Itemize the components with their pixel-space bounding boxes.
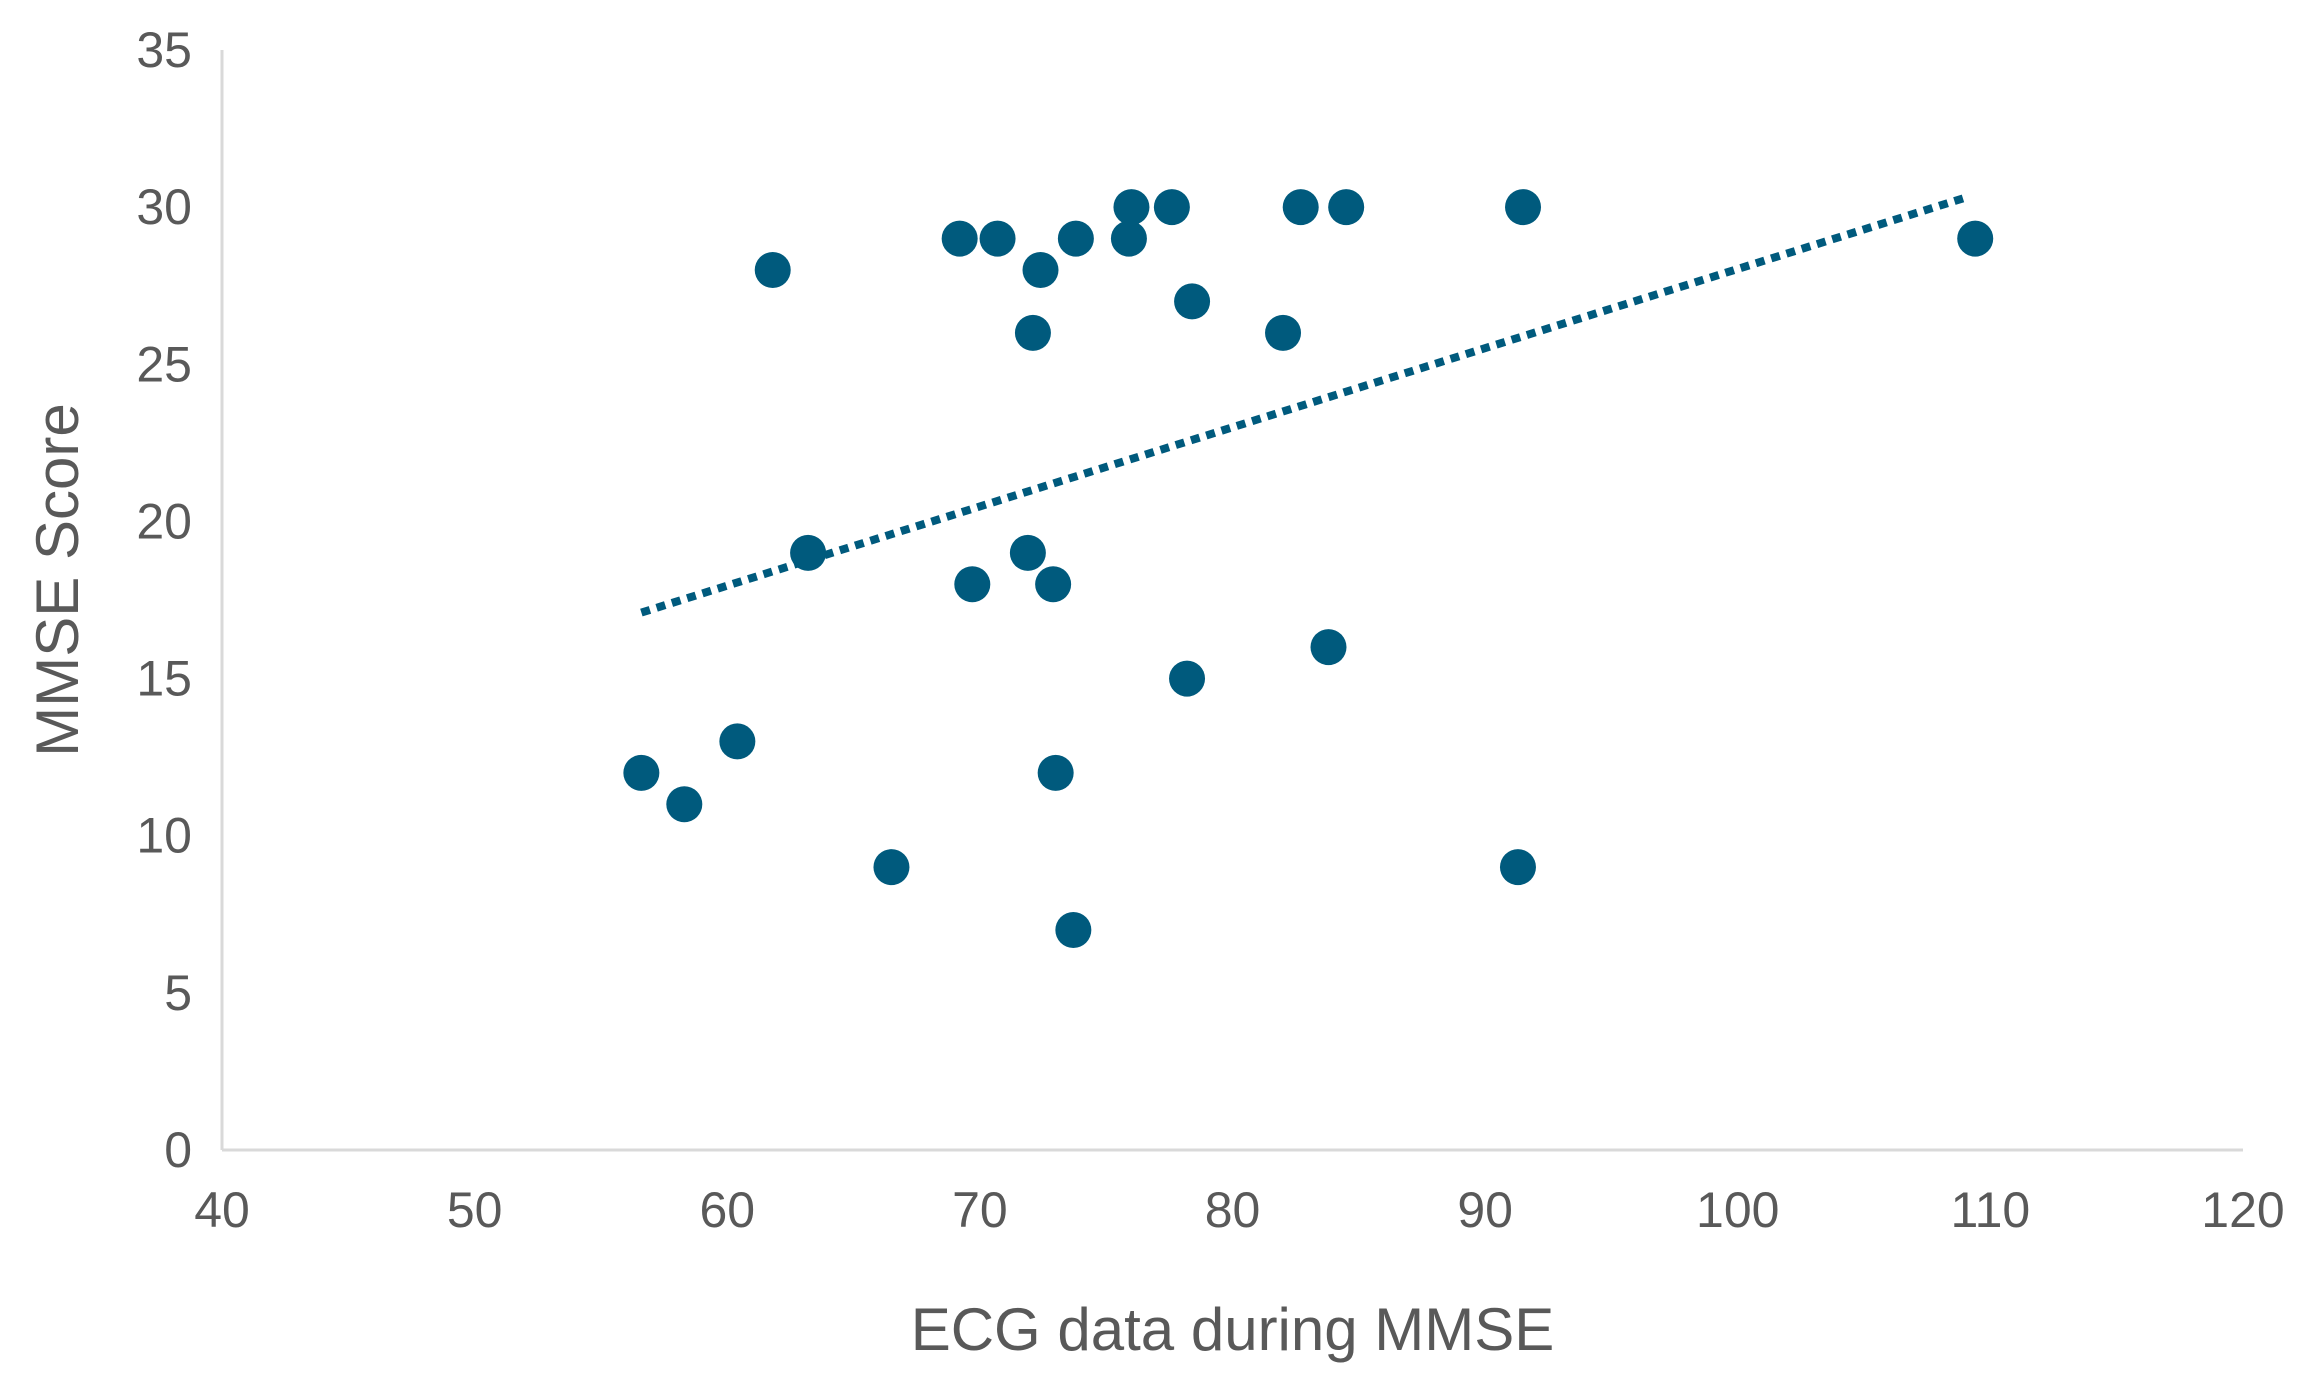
y-axis: 0 5 10 15 20 25 30 35 (136, 22, 224, 1178)
data-point (954, 566, 991, 603)
data-point (873, 849, 910, 886)
y-tick-label: 30 (136, 179, 192, 235)
x-tick-label: 110 (1951, 1182, 2031, 1238)
data-point (1282, 189, 1319, 226)
x-tick-label: 50 (447, 1182, 503, 1238)
data-point (754, 252, 791, 288)
x-axis: 40 50 60 70 80 90 100 110 120 (194, 1148, 2285, 1238)
data-point (1505, 189, 1542, 226)
data-point (979, 220, 1016, 257)
y-tick-label: 35 (136, 22, 192, 78)
x-tick-label: 70 (952, 1182, 1008, 1238)
x-tick-label: 120 (2201, 1182, 2284, 1238)
trendline (640, 193, 1967, 617)
data-point (1499, 849, 1536, 886)
data-point (790, 534, 827, 571)
data-point (1057, 220, 1094, 257)
data-point (1153, 189, 1190, 226)
data-point (1014, 314, 1051, 351)
data-points (623, 189, 1994, 948)
data-point (1035, 566, 1072, 603)
data-point (1055, 912, 1092, 948)
data-point (1265, 314, 1302, 351)
y-tick-label: 15 (136, 651, 192, 707)
data-point (1037, 754, 1074, 791)
x-tick-label: 80 (1205, 1182, 1261, 1238)
x-tick-label: 60 (699, 1182, 755, 1238)
y-axis-title: MMSE Score (24, 403, 91, 756)
y-tick-label: 5 (164, 965, 192, 1021)
data-point (1174, 283, 1211, 320)
y-tick-label: 20 (136, 493, 192, 549)
data-point (1169, 660, 1206, 697)
data-point (1009, 534, 1046, 571)
data-point (1110, 220, 1147, 257)
data-point (1113, 189, 1150, 226)
trendline-layer (640, 193, 1967, 617)
x-tick-label: 90 (1457, 1182, 1513, 1238)
y-tick-label: 0 (164, 1122, 192, 1178)
data-point (1310, 629, 1347, 666)
y-tick-label: 10 (136, 808, 192, 864)
x-axis-title: ECG data during MMSE (911, 1296, 1555, 1363)
x-tick-label: 100 (1696, 1182, 1779, 1238)
data-point (719, 723, 756, 760)
x-tick-label: 40 (194, 1182, 250, 1238)
data-point (666, 786, 703, 823)
data-point (941, 220, 978, 257)
data-point (623, 754, 660, 791)
data-point (1022, 252, 1059, 288)
data-point (1957, 220, 1994, 257)
y-tick-label: 25 (136, 336, 192, 392)
data-point (1328, 189, 1365, 226)
